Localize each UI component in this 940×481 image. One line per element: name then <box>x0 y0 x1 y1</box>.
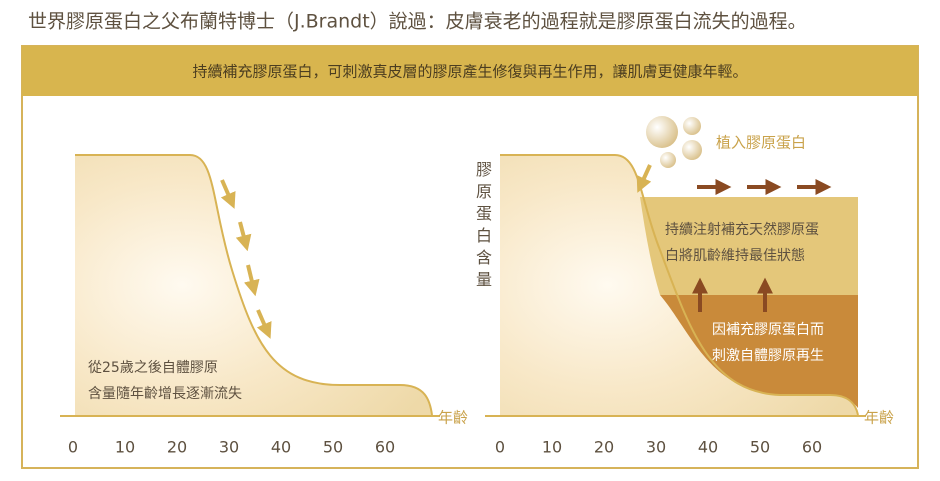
x-tick-label: 10 <box>115 438 135 457</box>
y-axis-label: 膠原蛋白含量 <box>476 160 492 289</box>
legend: 植入膠原蛋白 <box>716 134 806 152</box>
collagen-area <box>500 155 858 415</box>
x-tick-label: 0 <box>495 438 505 457</box>
x-tick-label: 60 <box>802 438 822 457</box>
note: 白將肌齡維持最佳狀態 <box>665 248 805 264</box>
y-axis-label-text: 膠原蛋白含量 <box>476 160 492 289</box>
regeneration-area <box>660 295 858 408</box>
decline-arrows <box>220 179 272 339</box>
x-tick-label: 60 <box>375 438 395 457</box>
x-axis-label: 年齡 <box>438 409 468 427</box>
x-tick-label: 50 <box>323 438 343 457</box>
inject-arrow <box>636 164 652 193</box>
supplement-area <box>640 197 858 295</box>
sustain-arrows <box>692 179 832 312</box>
x-tick-label: 50 <box>750 438 770 457</box>
caption: 從25歲之後自體膠原 <box>88 360 218 376</box>
note: 刺激自體膠原再生 <box>712 347 824 364</box>
x-tick-label: 20 <box>167 438 187 457</box>
x-tick-label: 0 <box>68 438 78 457</box>
x-tick-label: 40 <box>698 438 718 457</box>
caption: 含量隨年齡增長逐漸流失 <box>88 386 242 402</box>
note: 因補充膠原蛋白而 <box>712 322 824 338</box>
banner: 持續補充膠原蛋白，可刺激真皮層的膠原產生修復與再生作用，讓肌膚更健康年輕。 <box>192 63 747 81</box>
x-tick-label: 10 <box>542 438 562 457</box>
collagen-area <box>75 155 432 415</box>
x-tick-label: 20 <box>594 438 614 457</box>
title: 世界膠原蛋白之父布蘭特博士（J.Brandt）說過：皮膚衰老的過程就是膠原蛋白流… <box>28 11 807 33</box>
x-tick-label: 30 <box>219 438 239 457</box>
banner-bg <box>22 46 918 96</box>
note: 持續注射補充天然膠原蛋 <box>665 221 819 238</box>
collagen-pearls <box>646 116 702 168</box>
x-tick-label: 40 <box>271 438 291 457</box>
x-axis-label: 年齡 <box>864 409 894 427</box>
x-tick-label: 30 <box>646 438 666 457</box>
